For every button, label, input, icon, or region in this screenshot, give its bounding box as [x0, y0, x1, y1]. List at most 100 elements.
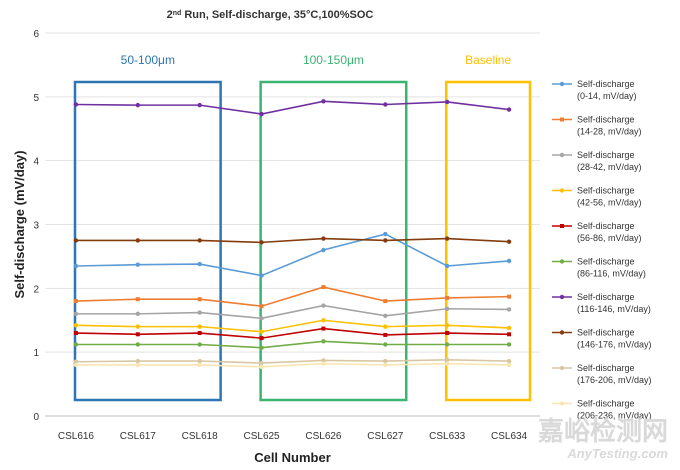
legend-label-0-line-0: Self-discharge [577, 79, 635, 89]
series-0-point-3 [259, 273, 264, 278]
watermark-en: AnyTesting.com [566, 446, 668, 461]
legend-marker-6 [559, 294, 565, 300]
series-8-point-5 [383, 358, 388, 364]
title-part-2: Run, Self-discharge, 35°C,100%SOC [181, 9, 373, 21]
series-1-point-3 [259, 304, 264, 309]
y-tick-label-4: 4 [33, 157, 39, 168]
legend-label-1: Self-discharge (14-28, mV/day) [577, 115, 642, 137]
title-part-1: nd [173, 10, 182, 17]
y-axis-label: Self-discharge (mV/day) [12, 150, 27, 298]
legend-label-8-line-0: Self-discharge [577, 363, 635, 373]
legend-marker-0 [559, 81, 565, 87]
series-line-3 [75, 319, 510, 333]
series-8-point-6 [444, 357, 450, 363]
legend-label-0-line-1: (0-14, mV/day) [577, 91, 637, 101]
series-8-point-4 [321, 358, 326, 363]
legend-label-5-line-1: (86-116, mV/day) [577, 269, 646, 279]
series-1-point-1 [135, 297, 140, 302]
legend-label-3-line-0: Self-discharge [577, 186, 635, 196]
series-3-point-1 [135, 324, 141, 329]
series-line-9 [75, 362, 510, 368]
y-tick-label-5: 5 [33, 93, 39, 104]
series-1-point-6 [445, 295, 450, 300]
legend-label-8: Self-discharge (176-206, mV/day) [577, 363, 652, 385]
series-4-point-4 [321, 326, 326, 331]
series-6-point-6 [444, 99, 450, 105]
series-3-point-4 [321, 318, 326, 323]
series-5-point-1 [135, 342, 141, 347]
series-0-point-1 [135, 262, 141, 267]
legend-label-5-line-0: Self-discharge [577, 257, 635, 267]
series-4-point-0 [73, 331, 78, 336]
legend-label-4-line-1: (56-86, mV/day) [577, 233, 642, 243]
series-5-point-5 [383, 342, 388, 347]
legend-label-9: Self-discharge (206-236, mV/day) [577, 399, 652, 421]
series-3-point-3 [259, 329, 264, 334]
legend-label-3-line-1: (42-56, mV/day) [577, 198, 642, 208]
x-tick-label-csl617: CSL617 [120, 431, 157, 442]
series-9-point-5 [383, 362, 388, 368]
series-1-point-2 [197, 297, 202, 302]
x-tick-label-csl625: CSL625 [243, 431, 280, 442]
series-3-point-5 [383, 324, 388, 329]
series-4-point-6 [445, 331, 450, 336]
series-7-point-5 [383, 238, 388, 243]
series-3-point-2 [197, 324, 202, 329]
series-5-point-4 [321, 339, 326, 344]
watermark: 嘉峪检测网 AnyTesting.com [538, 416, 668, 461]
series-7-point-1 [135, 238, 141, 243]
series-9-point-6 [444, 361, 450, 366]
group-boxes: 50-100μm 100-150μm Baseline [73, 53, 532, 402]
legend-label-1-line-0: Self-discharge [577, 115, 635, 125]
x-tick-label-csl633: CSL633 [429, 431, 466, 442]
legend-label-9-line-0: Self-discharge [577, 399, 635, 409]
x-tick-label-csl627: CSL627 [367, 431, 404, 442]
series-7-point-7 [506, 239, 512, 244]
series-5-point-6 [444, 342, 450, 347]
group-label-1: 100-150μm [303, 53, 364, 67]
series-5-point-0 [73, 342, 79, 347]
series-line-5 [75, 340, 510, 349]
series-4-point-1 [135, 332, 140, 337]
legend-label-6: Self-discharge (116-146, mV/day) [577, 292, 651, 314]
series-7-point-4 [321, 236, 326, 241]
series-9-point-0 [73, 362, 79, 368]
series-2-point-1 [135, 311, 141, 317]
legend-marker-7 [559, 330, 565, 335]
series-8-point-1 [135, 358, 141, 364]
series-6-point-1 [135, 102, 141, 108]
series-1-point-0 [73, 299, 78, 304]
series-3-point-6 [444, 323, 450, 328]
series-9-point-4 [321, 361, 326, 366]
legend-label-4-line-0: Self-discharge [577, 221, 635, 231]
series-0-point-6 [444, 263, 450, 269]
series-5-point-3 [259, 345, 264, 350]
legend-marker-9 [559, 401, 565, 406]
series-2-point-7 [506, 307, 512, 312]
series-4-point-2 [197, 331, 202, 336]
series-4-point-3 [259, 336, 264, 341]
group-box-2 [445, 80, 532, 402]
x-axis-ticks: CSL616 CSL617 CSL618 CSL625 CSL626 CSL627 CSL6… [58, 431, 528, 442]
y-tick-label-1: 1 [33, 348, 39, 359]
series-2-point-4 [321, 303, 326, 308]
group-label-0: 50-100μm [121, 53, 175, 67]
legend-label-9-line-1: (206-236, mV/day) [577, 411, 652, 421]
series-3-point-7 [506, 325, 512, 331]
series-7-point-3 [259, 240, 264, 245]
legend-label-2-line-1: (28-42, mV/day) [577, 162, 642, 172]
series-2-point-2 [197, 310, 202, 315]
chart-title: 2nd Run, Self-discharge, 35°C,100%SOC [167, 9, 374, 21]
y-tick-label-0: 0 [33, 412, 39, 423]
x-tick-label-csl626: CSL626 [305, 431, 342, 442]
series-6-point-0 [73, 102, 79, 107]
series-2-point-5 [383, 313, 388, 318]
series-5-point-7 [506, 342, 512, 347]
series-8-point-7 [506, 358, 512, 364]
grid [45, 32, 540, 417]
x-axis-label: Cell Number [254, 450, 331, 465]
series-2-point-0 [73, 311, 79, 317]
series-9-point-7 [506, 362, 512, 368]
legend-label-2: Self-discharge (28-42, mV/day) [577, 150, 642, 172]
series-0-point-4 [321, 247, 326, 253]
